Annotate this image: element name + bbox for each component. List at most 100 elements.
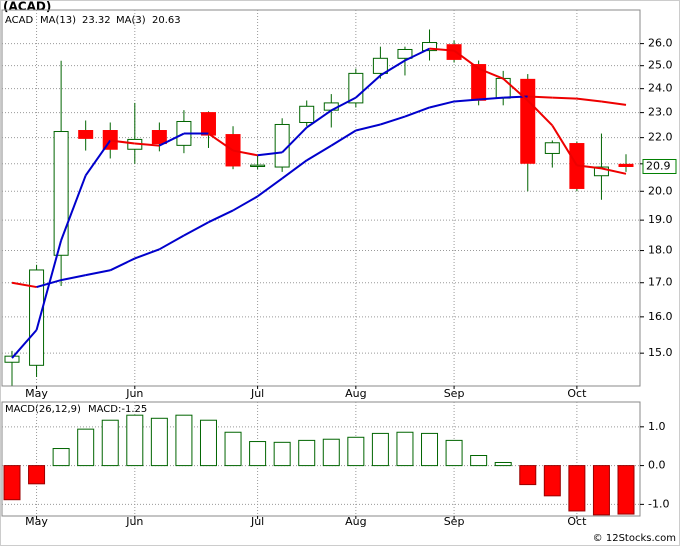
y-tick-label: 18.0 [648, 244, 673, 257]
ma-segment [207, 132, 234, 152]
macd-bar [3, 465, 21, 501]
legend-ma13: MA(13) [40, 15, 76, 26]
macd-bar [28, 465, 46, 485]
candle-body [78, 130, 94, 139]
y-tick-label: 23.0 [648, 106, 673, 119]
candle-body [446, 44, 462, 60]
ma-segment [158, 234, 185, 251]
ma-segment [257, 151, 283, 157]
ma-segment [158, 132, 185, 147]
ma-segment [429, 47, 455, 52]
macd-bar [126, 414, 144, 467]
candle-body [274, 123, 290, 168]
candle-body [323, 102, 339, 111]
macd-bar [175, 414, 193, 467]
ma-segment [232, 195, 259, 212]
x-tick-label: Jul [250, 387, 264, 400]
ma-segment [502, 77, 529, 102]
legend-ma3-value: 20.63 [152, 15, 181, 26]
y-tick-label: 16.0 [648, 310, 673, 323]
candle-body [200, 112, 216, 136]
macd-bar [273, 441, 291, 467]
ma-segment [134, 142, 160, 147]
candle-body [422, 42, 438, 52]
candle-body [29, 269, 45, 366]
ma-segment [527, 95, 553, 99]
macd-panel [1, 401, 641, 517]
ma-segment [355, 123, 381, 132]
chart-title: (ACAD) [3, 0, 51, 14]
macd-bar [249, 441, 267, 467]
source: © 12Stocks.com [593, 533, 676, 544]
y-tick-label: 19.0 [648, 213, 673, 226]
macd-bar [445, 439, 463, 467]
macd-last: MACD:-1.25 [88, 404, 147, 415]
macd-bar [543, 465, 561, 497]
macd-bar [494, 461, 512, 467]
ma-segment [109, 257, 136, 272]
ma-segment [527, 99, 554, 127]
candle-body [520, 78, 536, 164]
candle-body [53, 131, 69, 256]
x-tick-label: Aug [345, 387, 366, 400]
macd-bar [150, 417, 168, 467]
candle-body [495, 77, 511, 99]
ma-segment [35, 240, 63, 331]
x-tick-label: May [25, 515, 48, 528]
ma-segment [306, 109, 332, 129]
y-tick-label: 1.0 [648, 420, 666, 433]
last-price: 20.9 [646, 159, 671, 172]
price-panel [1, 9, 641, 387]
legend-ma3: MA(3) [116, 15, 146, 26]
ma-segment [84, 139, 112, 177]
x-tick-label: Sep [444, 515, 465, 528]
ma-segment [60, 274, 86, 282]
y-tick-label: 25.0 [648, 59, 673, 72]
ma-segment [134, 248, 160, 260]
ma-segment [453, 49, 480, 70]
macd-bar [347, 436, 365, 467]
macd-title: MACD(26,12,9) [5, 404, 81, 415]
candle-body [151, 130, 167, 145]
ma-segment [379, 59, 406, 77]
ma-segment [551, 124, 578, 166]
macd-bar [77, 428, 95, 467]
x-tick-label: Aug [345, 515, 366, 528]
candle-body [250, 164, 266, 167]
candle-body [4, 355, 20, 363]
macd-bar [470, 455, 488, 467]
y-tick-label: 17.0 [648, 276, 673, 289]
ma-segment [232, 149, 258, 157]
macd-bar [101, 419, 119, 467]
macd-bar [421, 432, 439, 467]
ma-segment [478, 96, 504, 101]
ma-segment [601, 100, 627, 106]
macd-bar [519, 465, 537, 486]
ma-segment [355, 74, 382, 99]
ma-segment [330, 129, 357, 147]
x-tick-label: Jun [125, 515, 143, 528]
ma-segment [576, 97, 602, 103]
candle-body [544, 142, 560, 154]
x-tick-label: Oct [567, 387, 587, 400]
macd-bar [322, 438, 340, 467]
ma-segment [404, 47, 430, 62]
ma-segment [11, 329, 38, 359]
ma-segment [281, 159, 308, 180]
x-tick-label: Sep [444, 387, 465, 400]
ma-segment [478, 67, 504, 80]
y-tick-label: 20.0 [648, 184, 673, 197]
ma-segment [60, 175, 87, 241]
ma-segment [183, 221, 209, 237]
y-tick-label: 15.0 [648, 346, 673, 359]
macd-bar [199, 419, 217, 467]
x-tick-label: Oct [567, 515, 587, 528]
legend-ticker: ACAD [5, 15, 33, 26]
candle-body [618, 163, 634, 167]
ma-segment [110, 139, 135, 145]
macd-bar [52, 448, 70, 467]
macd-bar [371, 432, 389, 467]
macd-bar [224, 431, 242, 467]
candle-body [397, 48, 413, 59]
